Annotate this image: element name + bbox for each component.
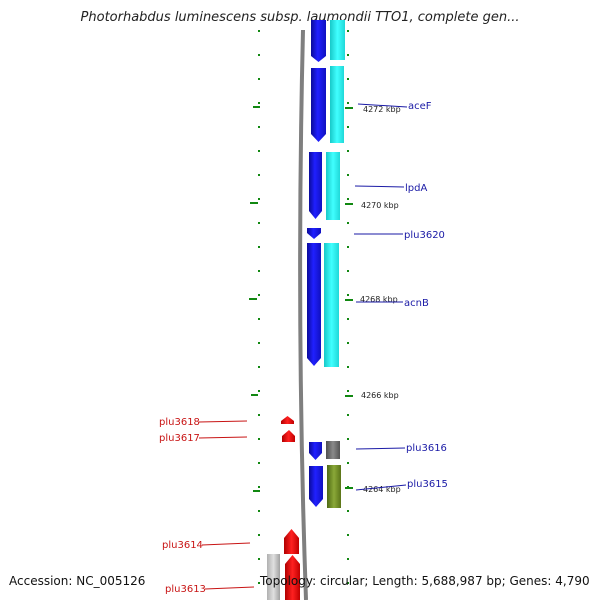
forward-cds-plu3616[interactable] <box>309 442 322 460</box>
gene-label-plu3616[interactable]: plu3616 <box>406 443 447 454</box>
gene-label-plu3617[interactable]: plu3617 <box>159 433 200 444</box>
gray-feature-plu3616[interactable] <box>326 441 340 459</box>
gene-label-acef[interactable]: aceF <box>408 101 432 112</box>
reverse-cds-track <box>267 416 300 600</box>
cyan-feature-acef[interactable] <box>330 66 344 143</box>
forward-cds-track <box>307 20 326 507</box>
cyan-feature-acnb[interactable] <box>324 243 339 367</box>
reverse-cds-plu3613[interactable] <box>285 555 300 600</box>
forward-cds-0[interactable] <box>311 20 326 62</box>
gray-feature-left[interactable] <box>267 554 280 600</box>
right-gene-labels: aceF lpdA plu3620 acnB plu3616 plu3615 <box>354 101 448 491</box>
forward-cds-acnb[interactable] <box>307 243 321 366</box>
cyan-feature-lpda[interactable] <box>326 152 340 220</box>
forward-cds-lpda[interactable] <box>309 152 322 219</box>
reverse-cds-plu3614[interactable] <box>284 529 299 554</box>
tick-label-4264: 4264 kbp <box>363 485 401 494</box>
forward-cds-plu3620[interactable] <box>307 228 321 239</box>
left-gene-labels: plu3618 plu3617 plu3614 plu3613 <box>159 417 255 595</box>
forward-cds-acef[interactable] <box>311 68 326 142</box>
gene-label-acnb[interactable]: acnB <box>404 298 429 309</box>
cyan-feature-track <box>324 20 345 508</box>
gene-label-plu3614[interactable]: plu3614 <box>162 540 203 551</box>
gene-label-plu3613[interactable]: plu3613 <box>165 584 206 595</box>
left-major-ticks <box>249 106 260 492</box>
genome-backbone <box>298 29 308 600</box>
map-title: Photorhabdus luminescens subsp. laumondi… <box>80 10 520 25</box>
right-major-ticks <box>345 107 353 489</box>
genome-summary-text: Topology: circular; Length: 5,688,987 bp… <box>260 574 590 588</box>
gene-label-plu3620[interactable]: plu3620 <box>404 230 445 241</box>
gene-label-plu3618[interactable]: plu3618 <box>159 417 200 428</box>
reverse-cds-plu3617[interactable] <box>282 430 295 442</box>
tick-label-4270: 4270 kbp <box>361 201 399 210</box>
cyan-feature-0[interactable] <box>330 20 345 60</box>
gene-label-plu3615[interactable]: plu3615 <box>407 479 448 490</box>
tick-label-4268: 4268 kbp <box>360 295 398 304</box>
gene-label-lpda[interactable]: lpdA <box>405 183 427 194</box>
olive-feature-plu3615[interactable] <box>327 465 341 508</box>
accession-text: Accession: NC_005126 <box>9 574 146 588</box>
forward-cds-plu3615[interactable] <box>309 466 323 507</box>
tick-label-4272: 4272 kbp <box>363 105 401 114</box>
tick-label-4266: 4266 kbp <box>361 391 399 400</box>
reverse-cds-plu3618[interactable] <box>281 416 294 424</box>
